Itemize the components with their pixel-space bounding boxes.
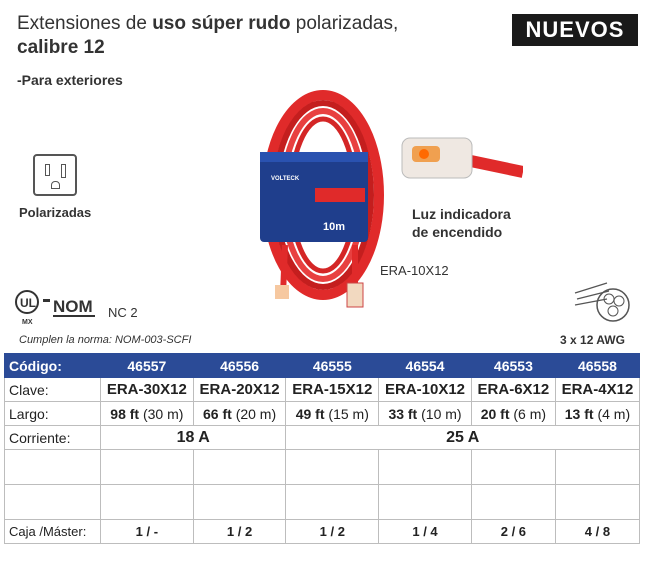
blank-cell: [470, 484, 556, 520]
code-cell: 46555: [285, 353, 380, 378]
indicator-light-image: [401, 137, 523, 179]
code-cell: 46557: [100, 353, 194, 378]
polarized-outlet-icon: [33, 154, 77, 196]
codigo-label: Código:: [4, 353, 101, 378]
svg-text:NOM: NOM: [53, 297, 93, 316]
clave-cell: ERA-6X12: [470, 377, 556, 402]
indicator-light-caption: Luz indicadora de encendido: [412, 205, 511, 241]
code-cell: 46553: [470, 353, 556, 378]
largo-ft: 20 ft: [480, 405, 510, 422]
clave-label: Clave:: [4, 377, 101, 402]
caja-cell: 1 / 4: [378, 519, 472, 544]
largo-cell: 98 ft (30 m): [100, 401, 194, 426]
largo-cell: 20 ft (6 m): [470, 401, 556, 426]
blank-cell: [4, 484, 101, 520]
caja-cell: 1 / 2: [192, 519, 287, 544]
page-title: Extensiones de uso súper rudo polarizada…: [17, 12, 487, 60]
code-cell: 46558: [554, 353, 641, 378]
clave-cell: ERA-20X12: [192, 377, 287, 402]
blank-cell: [192, 449, 287, 485]
largo-m: (4 m): [597, 405, 631, 422]
largo-m: (10 m): [421, 405, 462, 422]
title-bold: uso súper rudo: [152, 13, 291, 34]
caja-cell: 1 / -: [100, 519, 194, 544]
clave-cell: ERA-15X12: [285, 377, 380, 402]
largo-ft: 49 ft: [295, 405, 325, 422]
clave-cell: ERA-4X12: [554, 377, 641, 402]
largo-cell: 49 ft (15 m): [285, 401, 380, 426]
wire-gauge-icon: [574, 282, 630, 322]
caja-row: Caja /Máster: 1 / - 1 / 2 1 / 2 1 / 4 2 …: [4, 519, 641, 544]
largo-cell: 13 ft (4 m): [554, 401, 641, 426]
clave-row: Clave: ERA-30X12 ERA-20X12 ERA-15X12 ERA…: [4, 377, 641, 402]
corriente-value: 25 A: [285, 425, 640, 450]
title-bold: calibre 12: [17, 37, 105, 58]
luz-line-2: de encendido: [412, 224, 503, 240]
blank-cell: [285, 484, 380, 520]
clave-cell: ERA-30X12: [100, 377, 194, 402]
code-cell: 46556: [192, 353, 287, 378]
nuevos-badge: NUEVOS: [512, 14, 638, 46]
blank-cell: [554, 449, 641, 485]
largo-ft: 33 ft: [388, 405, 418, 422]
svg-text:MX: MX: [22, 319, 33, 326]
largo-ft: 13 ft: [564, 405, 594, 422]
blank-cell: [100, 449, 194, 485]
clave-cell: ERA-10X12: [378, 377, 472, 402]
title-part: Extensiones de: [17, 13, 153, 34]
largo-ft: 98 ft: [110, 405, 140, 422]
nc-label: NC 2: [108, 305, 138, 320]
largo-m: (20 m): [235, 405, 277, 422]
corriente-value: 18 A: [99, 425, 287, 450]
caja-cell: 4 / 8: [554, 519, 641, 544]
title-part: polarizadas,: [290, 13, 399, 34]
polarizadas-label: Polarizadas: [19, 205, 92, 220]
corriente-label: Corriente:: [4, 425, 101, 450]
awg-label: 3 x 12 AWG: [560, 333, 625, 347]
cable-coil-product-image: VOLTECK 10m: [260, 90, 384, 308]
blank-cell: [100, 484, 194, 520]
svg-text:10m: 10m: [323, 221, 345, 233]
largo-cell: 33 ft (10 m): [378, 401, 472, 426]
blank-cell: [470, 449, 556, 485]
ul-nom-certification-icon: UL MX NOM: [15, 290, 95, 326]
caja-cell: 2 / 6: [470, 519, 556, 544]
blank-row: [4, 484, 641, 520]
norma-text: Cumplen la norma: NOM-003-SCFI: [19, 334, 192, 346]
blank-cell: [378, 484, 472, 520]
largo-label: Largo:: [4, 401, 101, 426]
blank-cell: [4, 449, 101, 485]
largo-ft: 66 ft: [203, 405, 232, 422]
largo-m: (15 m): [328, 405, 369, 422]
luz-line-1: Luz indicadora: [412, 206, 511, 222]
largo-m: (30 m): [142, 405, 184, 422]
largo-m: (6 m): [513, 405, 547, 422]
blank-cell: [285, 449, 380, 485]
codigo-row: Código: 46557 46556 46555 46554 46553 46…: [4, 353, 641, 378]
corriente-row: Corriente: 18 A 25 A: [4, 425, 640, 450]
blank-cell: [378, 449, 472, 485]
largo-cell: 66 ft (20 m): [192, 401, 287, 426]
model-label: ERA-10X12: [380, 263, 449, 278]
largo-row: Largo: 98 ft (30 m) 66 ft (20 m) 49 ft (…: [4, 401, 641, 426]
caja-cell: 1 / 2: [285, 519, 380, 544]
blank-row: [4, 449, 641, 485]
code-cell: 46554: [378, 353, 472, 378]
blank-cell: [192, 484, 287, 520]
svg-text:VOLTECK: VOLTECK: [271, 176, 300, 182]
blank-cell: [554, 484, 641, 520]
svg-text:UL: UL: [20, 296, 36, 310]
subtitle: -Para exteriores: [17, 72, 123, 88]
spec-table: Código: 46557 46556 46555 46554 46553 46…: [4, 353, 641, 544]
caja-label: Caja /Máster:: [4, 519, 101, 544]
